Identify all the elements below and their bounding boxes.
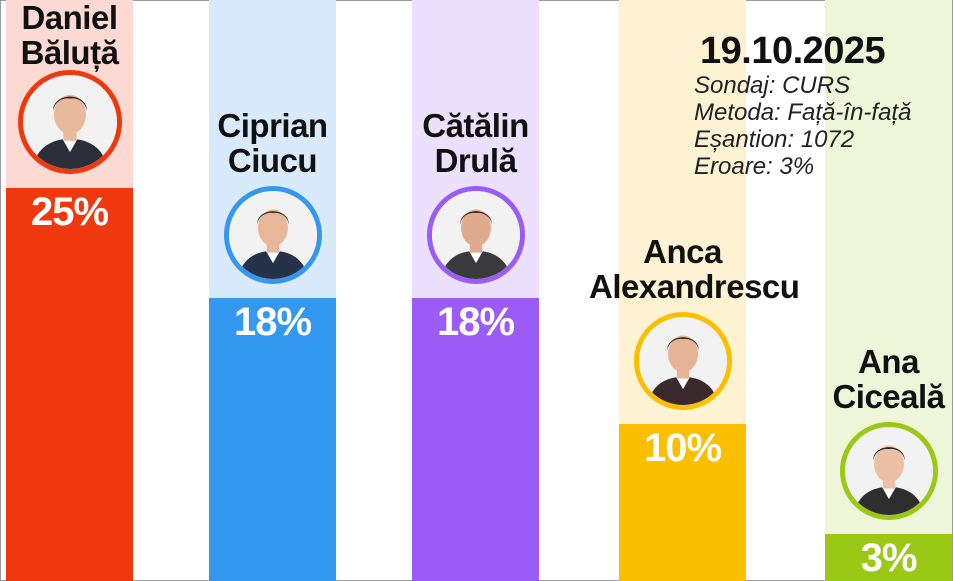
candidate-name: Ciprian Ciucu (179, 108, 366, 178)
candidate-first-name: Cătălin (422, 107, 529, 144)
candidate-column: 25% Daniel Băluță (6, 0, 133, 581)
candidate-name: Anca Alexandrescu (589, 233, 800, 305)
survey-error: Eroare: 3% (694, 153, 815, 180)
candidate-photo (634, 312, 732, 410)
candidate-last-name: Băluță (20, 34, 119, 71)
candidate-column: 3% Ana Ciceală (825, 0, 952, 581)
survey-method: Metoda: Față-în-față (694, 99, 912, 126)
percent-label: 18% (436, 300, 515, 344)
percent-label: 3% (860, 536, 918, 580)
poll-date: 19.10.2025 (700, 30, 886, 72)
survey-info: 19.10.2025 Sondaj: CURS Metoda: Față-în-… (690, 30, 952, 180)
portrait-icon (23, 75, 117, 169)
bar (825, 534, 952, 581)
candidate-name: Daniel Băluță (0, 0, 163, 70)
candidate-first-name: Ana (858, 343, 919, 380)
candidate-name: Cătălin Drulă (382, 108, 569, 178)
candidate-last-name: Ciucu (227, 142, 318, 179)
candidate-first-name: Daniel (21, 0, 118, 36)
bar (6, 188, 133, 581)
candidate-photo (427, 186, 525, 284)
bar (412, 298, 539, 581)
survey-sample: Eșantion: 1072 (694, 126, 855, 153)
candidate-first-name: Ciprian (217, 107, 328, 144)
percent-label: 25% (30, 190, 109, 234)
portrait-icon (639, 317, 727, 405)
candidate-column: 18% Cătălin Drulă (412, 0, 539, 581)
percent-label: 10% (643, 426, 722, 470)
candidate-photo (840, 422, 938, 520)
candidate-name: Ana Ciceală (795, 344, 953, 414)
candidate-first-name: Anca (643, 233, 722, 270)
bar (209, 298, 336, 581)
candidate-last-name: Alexandrescu (589, 268, 800, 305)
candidate-column: 18% Ciprian Ciucu (209, 0, 336, 581)
survey-name: Sondaj: CURS (694, 72, 851, 99)
candidate-column: 10% Anca Alexandrescu (589, 0, 800, 581)
portrait-icon (845, 427, 933, 515)
percent-label: 18% (233, 300, 312, 344)
candidate-last-name: Drulă (434, 142, 517, 179)
candidate-photo (224, 186, 322, 284)
candidate-last-name: Ciceală (832, 378, 945, 415)
candidate-photo (18, 70, 122, 174)
bar (619, 424, 746, 581)
portrait-icon (229, 191, 317, 279)
portrait-icon (432, 191, 520, 279)
